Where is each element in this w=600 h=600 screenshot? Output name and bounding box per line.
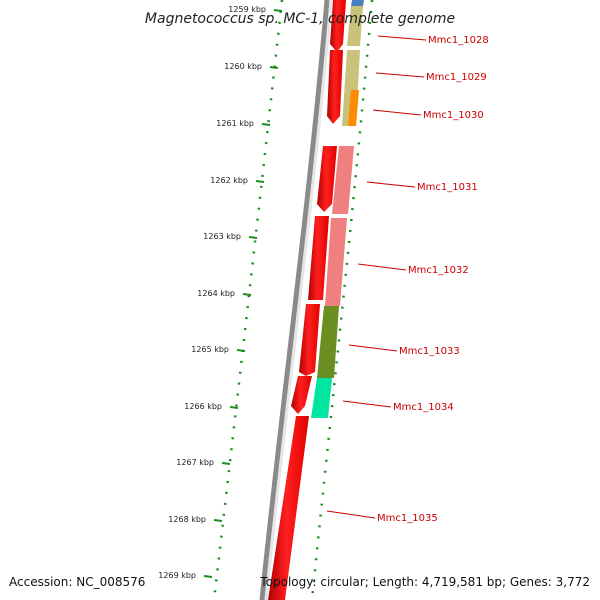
ruler-tick-label: 1261 kbp <box>216 119 254 128</box>
ruler-tick-label: 1264 kbp <box>197 289 235 298</box>
ruler-tick-label: 1268 kbp <box>168 515 206 524</box>
gene-leader-line <box>348 344 398 352</box>
gene-label-mmc1-1030[interactable]: Mmc1_1030 <box>423 110 484 121</box>
gene-label-mmc1-1031[interactable]: Mmc1_1031 <box>417 182 478 193</box>
annotation-bands <box>311 0 364 418</box>
gene-label-mmc1-1029[interactable]: Mmc1_1029 <box>426 72 487 83</box>
band-mmc1-1033[interactable] <box>317 306 339 378</box>
strand-gene-arrow[interactable] <box>327 50 343 124</box>
ruler-tick-label: 1266 kbp <box>184 402 222 411</box>
ruler-tick <box>273 9 283 12</box>
gene-label-mmc1-1034[interactable]: Mmc1_1034 <box>393 402 454 413</box>
ruler-tick <box>248 236 258 239</box>
ruler-ticks: 1259 kbp 1260 kbp 1261 kbp 1262 kbp 1263 kbp… <box>158 5 283 580</box>
ruler-tick <box>255 180 265 183</box>
ruler-tick <box>261 123 271 126</box>
strand-gene-arrow[interactable] <box>330 0 346 52</box>
gene-leader-line <box>326 510 376 519</box>
ruler-tick <box>229 406 239 409</box>
gene-label-mmc1-1032[interactable]: Mmc1_1032 <box>408 265 469 276</box>
ruler-tick-label: 1269 kbp <box>158 571 196 580</box>
ruler-tick-label: 1267 kbp <box>176 458 214 467</box>
ruler-tick <box>236 349 246 352</box>
ruler-tick-label: 1265 kbp <box>191 345 229 354</box>
gene-labels: Mmc1_1028 Mmc1_1029 Mmc1_1030 Mmc1_1031 Mmc1… <box>326 35 489 524</box>
gene-label-mmc1-1035[interactable]: Mmc1_1035 <box>377 513 438 524</box>
ruler-dotted-line <box>212 0 284 600</box>
ruler-tick-label: 1263 kbp <box>203 232 241 241</box>
gene-leader-line <box>357 263 407 271</box>
gene-leader-line <box>366 181 416 188</box>
ruler-tick <box>221 462 231 465</box>
gene-label-mmc1-1033[interactable]: Mmc1_1033 <box>399 346 460 357</box>
ruler-tick <box>203 575 213 578</box>
ruler-tick-label: 1260 kbp <box>224 62 262 71</box>
forward-strand-genes <box>268 0 346 600</box>
strand-gene-arrow[interactable] <box>299 304 320 376</box>
outer-dotted-line <box>310 0 374 600</box>
strand-gene-arrow[interactable] <box>268 416 309 600</box>
band-mmc1-1028[interactable] <box>347 6 363 46</box>
backbone-highlight <box>264 0 333 600</box>
ruler-tick <box>242 293 252 296</box>
ruler-tick-label: 1259 kbp <box>228 5 266 14</box>
map-title: Magnetococcus sp. MC-1, complete genome <box>145 11 455 27</box>
ruler-tick-label: 1262 kbp <box>210 176 248 185</box>
ruler-tick <box>269 66 279 69</box>
topology-text: Topology: circular; Length: 4,719,581 bp… <box>259 575 590 589</box>
gene-leader-line <box>377 35 427 41</box>
band-mmc1-1031[interactable] <box>332 146 354 214</box>
strand-gene-arrow[interactable] <box>308 216 329 300</box>
map-backbone <box>259 0 333 600</box>
gene-leader-line <box>375 72 425 78</box>
backbone-line <box>259 0 330 600</box>
ruler-tick <box>213 519 223 522</box>
gene-leader-line <box>372 109 422 116</box>
gene-leader-line <box>342 400 392 408</box>
band-mmc1-1028-accent <box>351 0 364 6</box>
band-mmc1-1032[interactable] <box>325 218 347 306</box>
band-mmc1-1030[interactable] <box>348 90 359 126</box>
strand-gene-arrow[interactable] <box>291 376 312 414</box>
accession-text: Accession: NC_008576 <box>9 575 145 589</box>
band-mmc1-1034[interactable] <box>311 378 332 418</box>
strand-gene-arrow[interactable] <box>317 146 337 212</box>
gene-label-mmc1-1028[interactable]: Mmc1_1028 <box>428 35 489 46</box>
